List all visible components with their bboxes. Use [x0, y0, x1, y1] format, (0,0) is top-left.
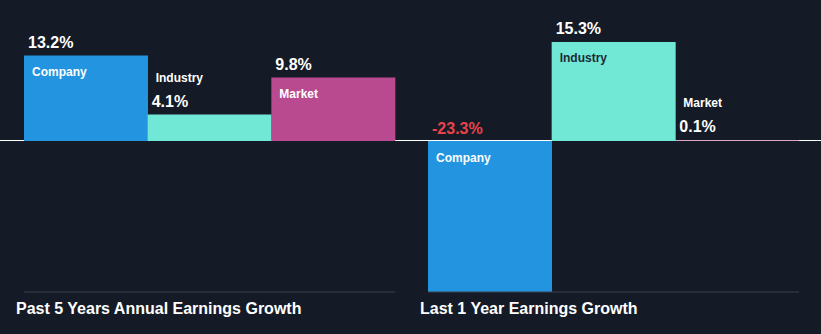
- html-text:Last 1 Year Earnings Growth: Last 1 Year Earnings Growth: [420, 300, 638, 317]
- svg-text:Market: Market: [279, 87, 318, 101]
- svg-text:Industry: Industry: [156, 71, 204, 85]
- svg-text:Company: Company: [32, 65, 87, 79]
- svg-text:4.1%: 4.1%: [152, 93, 188, 110]
- svg-text:13.2%: 13.2%: [28, 34, 73, 51]
- svg-text:Industry: Industry: [560, 51, 608, 65]
- svg-text:15.3%: 15.3%: [556, 20, 601, 37]
- svg-text:Company: Company: [436, 151, 491, 165]
- html-text:Past 5 Years Annual Earnings G: Past 5 Years Annual Earnings Growth: [16, 300, 302, 317]
- svg-text:0.1%: 0.1%: [679, 118, 715, 135]
- svg-text:9.8%: 9.8%: [275, 56, 311, 73]
- svg-text:Market: Market: [683, 96, 722, 110]
- svg-text:-23.3%: -23.3%: [432, 120, 483, 137]
